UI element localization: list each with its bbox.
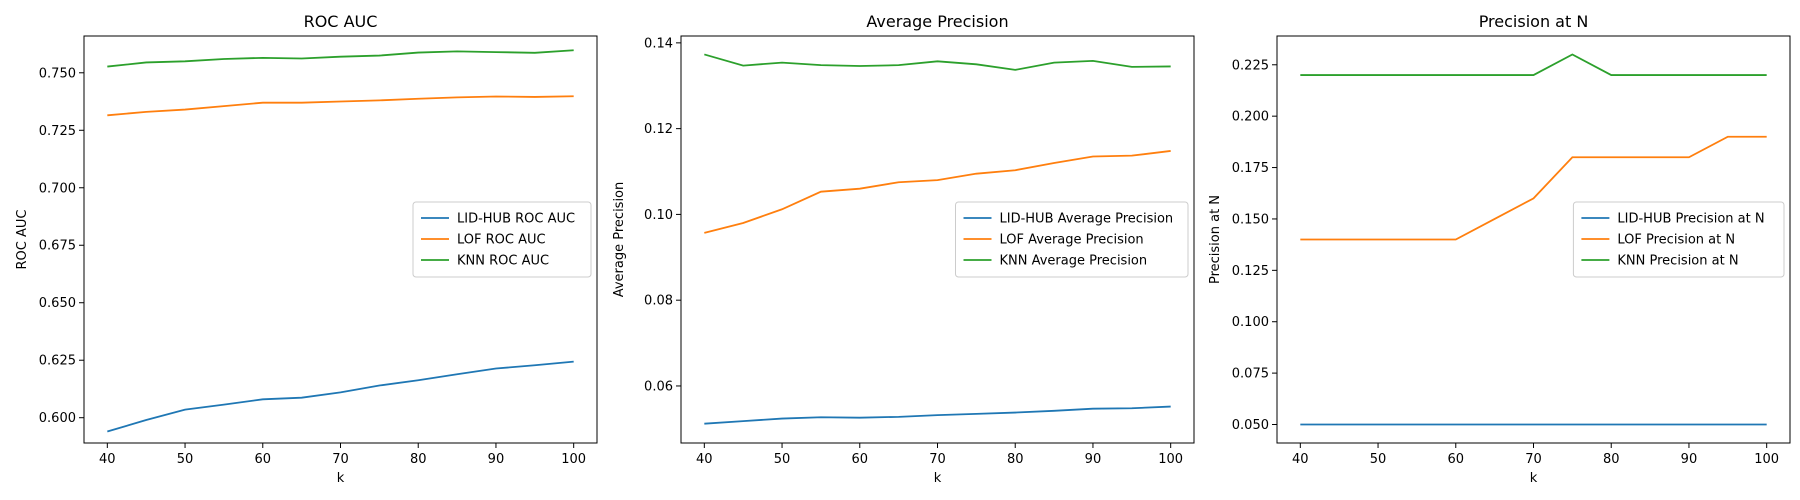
series-line-lof [1300,135,1767,241]
x-axis-label: k [337,471,345,486]
y-tick-label: 0.150 [1232,212,1269,227]
series-line-lid-hub [704,405,1171,425]
y-tick-label: 0.14 [644,36,673,51]
x-tick-label: 60 [851,452,868,467]
x-tick-label: 90 [1085,452,1102,467]
chart-title: Average Precision [866,12,1008,31]
y-tick-label: 0.175 [1232,161,1269,176]
x-tick-label: 40 [99,452,116,467]
x-tick-label: 70 [929,452,946,467]
y-tick-label: 0.10 [644,208,673,223]
x-tick-label: 50 [177,452,194,467]
series-line-knn [1300,53,1767,76]
x-tick-label: 40 [1292,452,1309,467]
chart-panel-3: 40 50 60 70 80 90 100 0.050 0.075 0.100 0.125 0.150… [1208,12,1791,486]
x-tick-label: 60 [254,452,271,467]
legend-entry: KNN Precision at N [1617,254,1738,269]
y-tick-label: 0.725 [39,124,76,139]
x-tick-label: 70 [332,452,349,467]
legend-box [955,201,1189,278]
x-tick-label: 100 [1158,452,1183,467]
legend-box [412,201,592,278]
x-tick-label: 100 [561,452,586,467]
x-tick-label: 50 [1370,452,1387,467]
y-tick-label: 0.700 [39,181,76,196]
series-line-lof [107,95,574,117]
legend-entry: LID-HUB Precision at N [1617,212,1764,227]
x-tick-label: 40 [696,452,713,467]
chart-panel-1: 40 50 60 70 80 90 100 0.600 0.625 0.650 0.675 0.700… [15,12,598,486]
x-tick-label: 100 [1754,452,1779,467]
y-tick-label: 0.06 [644,379,673,394]
series-line-lid-hub [107,360,574,433]
legend-entry: LID-HUB ROC AUC [457,212,575,227]
legend-entry: LOF ROC AUC [457,233,546,248]
legend-entry: LID-HUB Average Precision [1000,212,1174,227]
y-tick-label: 0.600 [39,411,76,426]
x-axis-label: k [934,471,942,486]
series-line-knn [704,53,1171,71]
x-tick-label: 60 [1447,452,1464,467]
x-tick-label: 50 [774,452,791,467]
legend-entry: LOF Average Precision [1000,233,1144,248]
chart-panel-2: 40 50 60 70 80 90 100 0.06 0.08 0.10 0.12 0.14 Avera… [612,12,1195,486]
legend-entry: KNN ROC AUC [457,254,549,269]
x-tick-label: 70 [1525,452,1542,467]
chart-title: Precision at N [1479,12,1589,31]
y-tick-label: 0.050 [1232,418,1269,433]
y-axis-label: ROC AUC [15,210,30,270]
legend-entry: KNN Average Precision [1000,254,1148,269]
y-axis-label: Precision at N [1208,195,1223,284]
y-tick-label: 0.08 [644,294,673,309]
x-tick-label: 80 [1007,452,1024,467]
y-tick-label: 0.750 [39,66,76,81]
series-line-knn [107,49,574,68]
y-tick-label: 0.675 [39,239,76,254]
y-tick-label: 0.075 [1232,367,1269,382]
legend-entry: LOF Precision at N [1617,233,1735,248]
x-tick-label: 80 [410,452,427,467]
y-axis-label: Average Precision [612,182,627,298]
y-tick-label: 0.200 [1232,110,1269,125]
y-tick-label: 0.650 [39,296,76,311]
chart-title: ROC AUC [304,12,378,31]
x-tick-label: 90 [1681,452,1698,467]
legend: LID-HUB ROC AUC LOF ROC AUC KNN ROC AUC [412,201,592,278]
legend: LID-HUB Average Precision LOF Average Pre… [955,201,1189,278]
legend: LID-HUB Precision at N LOF Precision at N… [1572,201,1785,278]
x-tick-label: 80 [1603,452,1620,467]
y-tick-label: 0.225 [1232,58,1269,73]
y-tick-label: 0.625 [39,354,76,369]
y-tick-label: 0.12 [644,122,673,137]
legend-box [1572,201,1785,278]
x-tick-label: 90 [488,452,505,467]
y-tick-label: 0.100 [1232,315,1269,330]
y-tick-label: 0.125 [1232,264,1269,279]
x-axis-label: k [1530,471,1538,486]
series-line-lof [704,150,1171,234]
